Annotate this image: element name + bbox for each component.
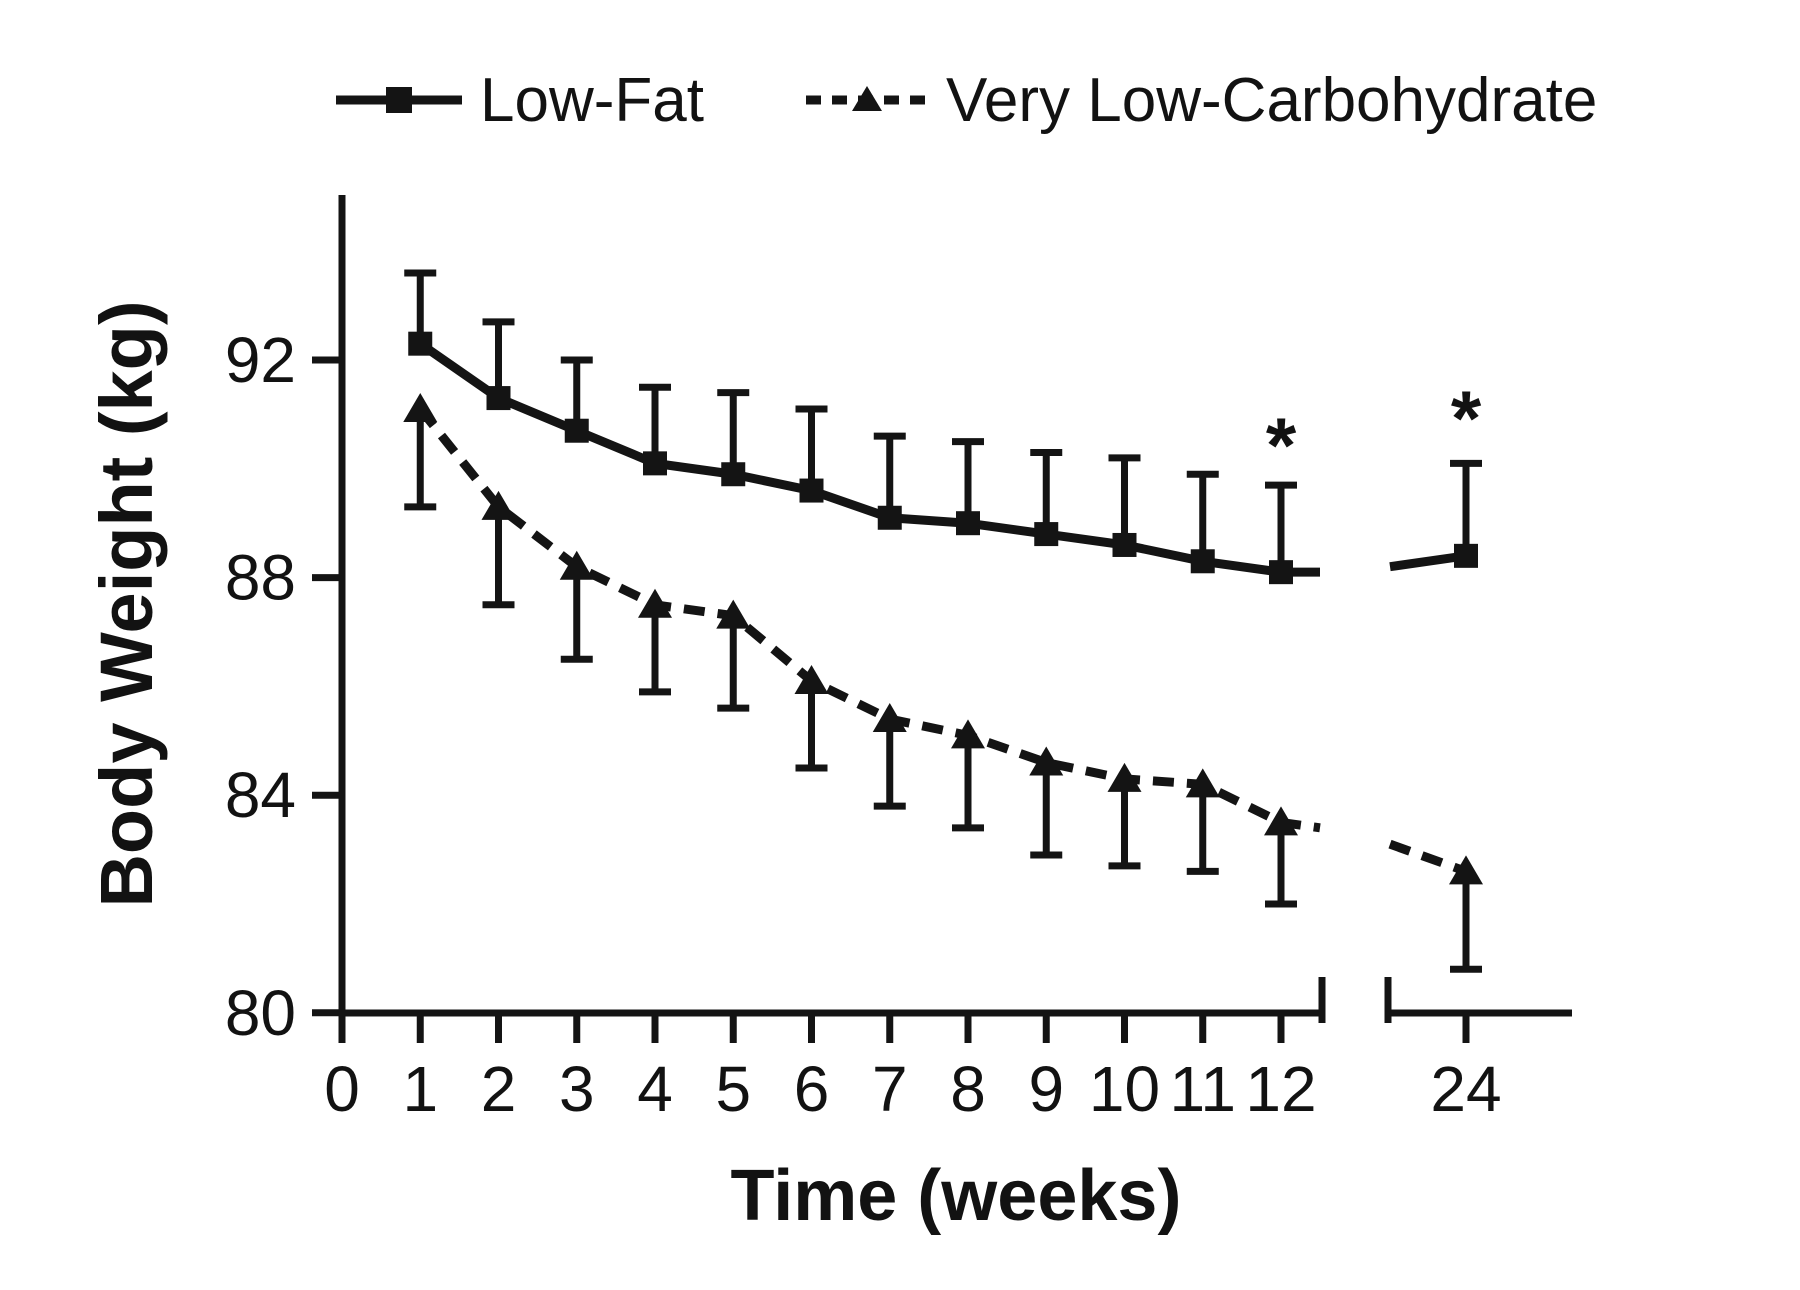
square-marker: [799, 478, 824, 503]
square-marker: [408, 331, 433, 356]
significance-asterisk: *: [1451, 374, 1482, 462]
error-bar: [1030, 762, 1063, 859]
y-tick-label: 80: [225, 977, 296, 1049]
square-marker: [956, 511, 980, 536]
square-marker: [486, 386, 511, 411]
error-bar: [1108, 778, 1141, 870]
triangle-marker: [1185, 768, 1220, 798]
x-axis-title: Time (weeks): [731, 1156, 1182, 1236]
triangle-marker: [559, 550, 594, 580]
square-marker: [1034, 522, 1059, 547]
legend-triangle-marker: [852, 86, 882, 111]
error-bar: [1450, 871, 1482, 973]
square-marker: [1112, 532, 1137, 557]
square-marker: [1190, 549, 1215, 574]
x-tick-label: 2: [481, 1053, 517, 1125]
x-tick-label: 9: [1028, 1053, 1064, 1125]
x-tick-label: 1: [402, 1053, 438, 1125]
x-tick-label: 4: [637, 1053, 673, 1125]
triangle-marker: [1107, 762, 1142, 792]
triangle-marker: [481, 490, 516, 520]
series-line-panel2: [1388, 839, 1468, 876]
square-marker: [1269, 560, 1293, 585]
x-tick-label: 12: [1245, 1053, 1316, 1125]
error-bar: [482, 318, 515, 399]
x-tick-label: 0: [324, 1053, 360, 1125]
error-bar: [1186, 470, 1219, 562]
x-tick-label: 3: [559, 1053, 595, 1125]
series-line-panel2: [1389, 551, 1467, 572]
triangle-marker: [1029, 746, 1064, 776]
error-bar: [1030, 448, 1063, 535]
y-tick-label: 84: [225, 759, 296, 831]
square-marker: [721, 462, 746, 487]
triangle-marker: [951, 719, 985, 749]
triangle-marker: [716, 599, 751, 629]
error-bar: [1186, 784, 1219, 875]
x-tick-label: 8: [950, 1053, 986, 1125]
legend: Low-Fat Very Low-Carbohydrate: [336, 66, 1597, 135]
x-tick-label: 6: [794, 1053, 830, 1125]
x-tick-label: 5: [715, 1053, 751, 1125]
legend-label: Very Low-Carbohydrate: [946, 66, 1597, 135]
legend-item-very-low-carbohydrate: Very Low-Carbohydrate: [806, 66, 1597, 135]
error-bar: [873, 719, 906, 810]
error-bar: [795, 405, 828, 491]
error-bar: [717, 389, 750, 475]
x-axis-ticks: 0 1 2 3 4 5 6 7 8 9 10 11 12 24: [324, 1013, 1502, 1125]
error-bar: [952, 735, 984, 832]
square-marker: [1454, 543, 1478, 568]
square-marker: [877, 505, 902, 530]
legend-label: Low-Fat: [480, 66, 704, 135]
square-marker: [643, 451, 667, 476]
error-bar: [639, 604, 671, 696]
series-very-low-carbohydrate: [403, 392, 1483, 973]
error-bar: [482, 506, 515, 609]
triangle-marker: [1449, 855, 1483, 885]
x-tick-label: 11: [1170, 1053, 1236, 1125]
axes: [338, 195, 1572, 1023]
error-bar: [873, 432, 906, 518]
error-bar: [1265, 481, 1297, 573]
annotations: * *: [1266, 374, 1482, 489]
triangle-marker: [872, 703, 907, 733]
error-bar: [404, 408, 437, 511]
error-bar: [1265, 822, 1297, 908]
legend-item-low-fat: Low-Fat: [336, 66, 704, 135]
error-bar: [795, 680, 828, 772]
significance-asterisk: *: [1266, 401, 1297, 489]
triangle-marker: [1264, 806, 1298, 836]
triangle-marker: [403, 392, 438, 422]
series-low-fat: [404, 269, 1482, 585]
error-bar: [717, 615, 750, 712]
error-bar: [1450, 459, 1482, 556]
error-bar: [639, 383, 671, 464]
x-tick-label: 7: [872, 1053, 908, 1125]
error-bar: [560, 566, 593, 663]
triangle-marker: [794, 664, 829, 694]
y-axis-title: Body Weight (kg): [85, 300, 168, 907]
legend-square-marker: [386, 87, 412, 113]
error-bar: [952, 438, 984, 524]
y-axis-ticks: 92 88 84 80: [225, 324, 342, 1049]
square-marker: [564, 418, 589, 443]
error-bar: [1108, 454, 1141, 545]
y-tick-label: 88: [225, 542, 296, 614]
x-tick-label: 10: [1089, 1053, 1160, 1125]
x-tick-label: 24: [1430, 1053, 1501, 1125]
series-line-panel1: [416, 406, 1321, 833]
triangle-marker: [638, 588, 672, 618]
series-line-panel1: [417, 339, 1320, 577]
y-tick-label: 92: [225, 324, 296, 396]
